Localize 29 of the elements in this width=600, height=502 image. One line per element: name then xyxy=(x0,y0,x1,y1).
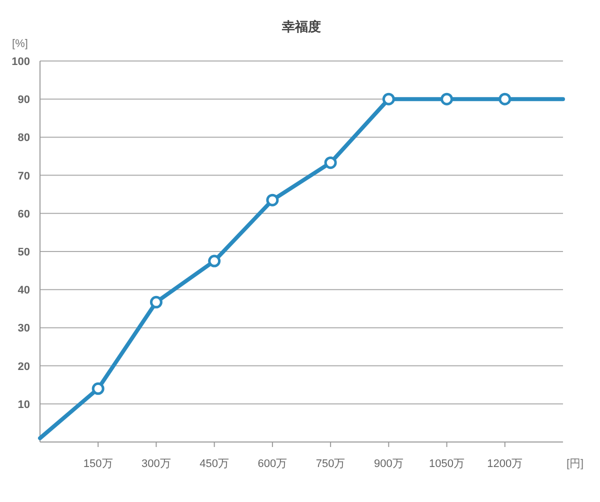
y-tick-label: 30 xyxy=(18,322,30,335)
y-tick-label: 80 xyxy=(18,132,30,144)
point xyxy=(324,156,337,169)
x-tick-label: 1050万 xyxy=(429,458,465,470)
point xyxy=(382,92,395,106)
x-tick-label: 450万 xyxy=(200,458,230,470)
point xyxy=(266,194,279,206)
y-tick-label: 60 xyxy=(18,208,30,220)
y-tick-label: 90 xyxy=(18,94,30,106)
point xyxy=(208,254,221,268)
point xyxy=(440,92,454,106)
x-tick-label: 1200万 xyxy=(487,458,523,470)
x-tick-label: 300万 xyxy=(142,458,171,470)
y-tick-label: 70 xyxy=(18,170,30,182)
y-tick-label: 50 xyxy=(18,246,30,258)
y-axis-title: [%] xyxy=(12,38,28,50)
point xyxy=(92,382,104,395)
y-tick-label: 40 xyxy=(18,284,30,297)
y-tick-label: 20 xyxy=(18,360,30,373)
x-axis-title: [円] xyxy=(566,458,584,470)
chart-title: 幸福度 xyxy=(281,19,321,34)
point xyxy=(150,296,162,308)
x-tick-label: 750万 xyxy=(316,458,346,470)
point xyxy=(498,92,512,106)
x-tick-label: 600万 xyxy=(258,458,288,470)
x-tick-label: 150万 xyxy=(83,458,113,470)
y-tick-label: 10 xyxy=(18,398,30,411)
y-tick-label: 100 xyxy=(12,56,30,68)
x-tick-label: 900万 xyxy=(374,458,404,470)
